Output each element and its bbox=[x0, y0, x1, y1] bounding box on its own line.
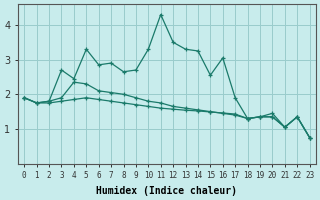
X-axis label: Humidex (Indice chaleur): Humidex (Indice chaleur) bbox=[96, 186, 237, 196]
